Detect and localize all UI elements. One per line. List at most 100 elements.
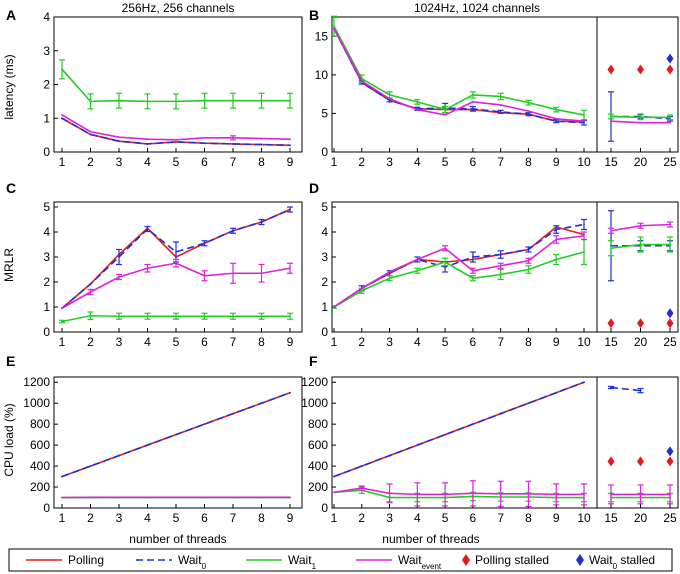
data-point [388,454,391,457]
x-tick-label: 10 [577,155,591,169]
data-point [89,465,92,467]
y-tick-label: 1 [43,111,50,125]
x-tick-label: 9 [553,511,560,525]
legend-item: Polling [26,553,104,567]
data-point [146,138,149,141]
panel-label-e: E [6,353,15,369]
data-point [61,475,63,478]
x-tick-label: 7 [497,335,504,349]
legend-label: Waitevent [398,553,442,571]
x-tick-label: 1 [331,335,338,349]
data-point [499,412,502,415]
legend-marker [576,554,584,566]
x-tick-label: 6 [201,335,208,349]
series-line [61,208,291,309]
y-tick-label: 1 [321,300,328,314]
data-point [260,143,263,146]
data-point [118,140,120,143]
x-tick-label: 9 [287,335,294,349]
data-point [499,104,502,106]
stalled-marker-polling [607,318,615,329]
x-tick-label: 10 [577,511,591,525]
y-tick-label: 0 [321,501,328,515]
y-tick-label: 0 [321,145,328,159]
stalled-marker-polling [607,456,615,467]
data-point [203,142,206,145]
y-tick-label: 200 [308,480,328,494]
x-tick-label: 9 [553,335,560,349]
x-tick-label: 3 [386,511,393,525]
stalled-marker-polling [666,318,674,329]
x-tick-label: 15 [604,155,618,169]
x-tick-label: 5 [442,511,449,525]
x-tick-label: 5 [173,335,180,349]
panel-label-b: B [309,7,319,23]
x-tick-label: 8 [525,155,532,169]
stalled-marker-wait0 [666,446,674,457]
data-point [289,138,291,141]
axes-box [53,376,303,509]
y-tick-label: 3 [43,44,50,58]
data-point [555,391,558,394]
legend-label-text: Polling stalled [475,553,549,567]
legend-item: Waitevent [356,553,442,571]
data-point [146,143,149,145]
series-wait0 [333,381,644,478]
y-tick-label: 600 [308,438,328,452]
axes-box-extended [596,201,679,333]
x-tick-label: 7 [497,155,504,169]
data-point [639,121,642,124]
legend-marker [462,554,470,566]
series-line [61,262,291,309]
panel-label-a: A [6,7,16,23]
axes-box [331,201,598,333]
x-tick-label: 5 [442,155,449,169]
x-tick-label: 3 [116,155,123,169]
legend-label-subscript: 0 [613,562,618,571]
data-point [289,144,291,147]
y-tick-label: 1000 [301,396,328,410]
stalled-marker-wait0 [666,53,674,64]
data-point [583,381,585,384]
stalled-marker-wait0 [666,308,674,319]
series-waitevent [61,258,293,310]
legend: Polling Wait0 Wait1 Waitevent Polling stalle… [8,548,673,572]
x-tick-label: 7 [497,511,504,525]
x-tick-label: 4 [414,335,421,349]
legend-label: Wait0 stalled [589,553,655,571]
data-point [260,137,263,140]
series-waitevent [333,221,673,308]
data-point [416,108,419,111]
axes-box [53,201,303,333]
series-wait1 [59,311,293,324]
panel-label-d: D [309,180,319,196]
data-point [527,110,530,113]
stalled-marker-polling [666,456,674,467]
data-point [61,117,63,120]
y-tick-label: 5 [321,106,328,120]
data-point [333,306,335,308]
x-tick-label: 15 [604,511,618,525]
y-tick-label: 5 [43,200,50,214]
x-tick-label: 6 [201,155,208,169]
data-point [61,307,63,310]
x-axis-label-left: number of threads [129,532,226,546]
series-waitevent [61,496,291,499]
x-axis-label-right: number of threads [382,532,479,546]
column-title-left: 256Hz, 256 channels [122,1,235,15]
y-tick-label: 400 [308,459,328,473]
legend-label-suffix: stalled [617,553,655,567]
data-point [232,143,234,145]
legend-item: Wait1 [246,553,317,571]
x-tick-label: 25 [663,155,677,169]
x-tick-label: 4 [414,511,421,525]
x-tick-label: 8 [525,335,532,349]
data-point [175,433,177,436]
data-point [146,496,149,499]
panel-label-f: F [309,353,318,369]
axes-box [331,376,598,509]
legend-item: Polling stalled [462,553,549,567]
data-point [118,496,120,499]
